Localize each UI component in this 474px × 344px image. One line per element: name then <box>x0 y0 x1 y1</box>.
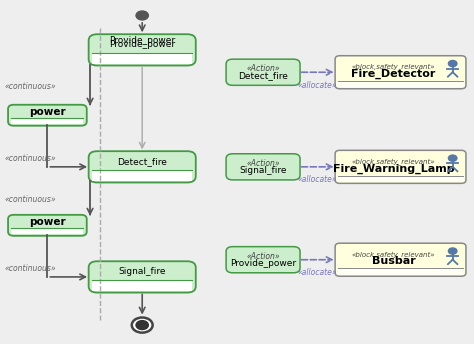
Text: Detect_fire: Detect_fire <box>117 157 167 166</box>
Text: power: power <box>29 217 66 227</box>
FancyBboxPatch shape <box>335 243 466 276</box>
FancyBboxPatch shape <box>226 59 300 85</box>
Circle shape <box>448 61 457 67</box>
Text: «continuous»: «continuous» <box>5 154 56 163</box>
FancyBboxPatch shape <box>226 247 300 273</box>
Bar <box>92 280 192 291</box>
Bar <box>338 175 463 182</box>
Text: Fire_Detector: Fire_Detector <box>351 69 436 79</box>
Text: «continuous»: «continuous» <box>5 195 56 204</box>
Text: Fire_Warning_Lamp: Fire_Warning_Lamp <box>333 163 454 173</box>
FancyBboxPatch shape <box>89 34 196 65</box>
FancyBboxPatch shape <box>8 105 87 126</box>
Circle shape <box>136 321 148 330</box>
Text: «Action»: «Action» <box>246 251 280 261</box>
FancyBboxPatch shape <box>89 261 196 292</box>
Text: power: power <box>29 107 66 117</box>
Text: Provide_power: Provide_power <box>109 40 175 49</box>
Text: «block,safety_relevant»: «block,safety_relevant» <box>352 63 435 70</box>
FancyBboxPatch shape <box>89 151 196 182</box>
Circle shape <box>448 155 457 161</box>
Text: «continuous»: «continuous» <box>5 264 56 273</box>
FancyBboxPatch shape <box>226 154 300 180</box>
Bar <box>92 170 192 181</box>
Bar <box>11 118 83 124</box>
Text: Signal_fire: Signal_fire <box>239 166 287 175</box>
FancyBboxPatch shape <box>8 215 87 236</box>
Bar <box>11 228 83 234</box>
FancyBboxPatch shape <box>335 150 466 183</box>
Circle shape <box>136 11 148 20</box>
Text: Signal_fire: Signal_fire <box>118 267 166 276</box>
Bar <box>338 268 463 275</box>
Text: Busbar: Busbar <box>372 256 415 266</box>
Text: Provide_power: Provide_power <box>109 36 175 45</box>
Text: «allocate»: «allocate» <box>298 175 337 184</box>
Text: «block,safety_relevant»: «block,safety_relevant» <box>352 251 435 258</box>
Circle shape <box>448 248 457 254</box>
Text: «block,safety_relevant»: «block,safety_relevant» <box>352 158 435 165</box>
Text: Detect_fire: Detect_fire <box>238 71 288 80</box>
Bar <box>92 53 192 64</box>
FancyBboxPatch shape <box>335 56 466 89</box>
Text: Provide_power: Provide_power <box>230 259 296 268</box>
Text: «Action»: «Action» <box>246 64 280 73</box>
Text: «Action»: «Action» <box>246 159 280 168</box>
Text: «continuous»: «continuous» <box>5 82 56 91</box>
Circle shape <box>132 318 153 333</box>
Text: «allocate»: «allocate» <box>298 81 337 90</box>
Bar <box>338 81 463 87</box>
Text: «allocate»: «allocate» <box>298 268 337 277</box>
